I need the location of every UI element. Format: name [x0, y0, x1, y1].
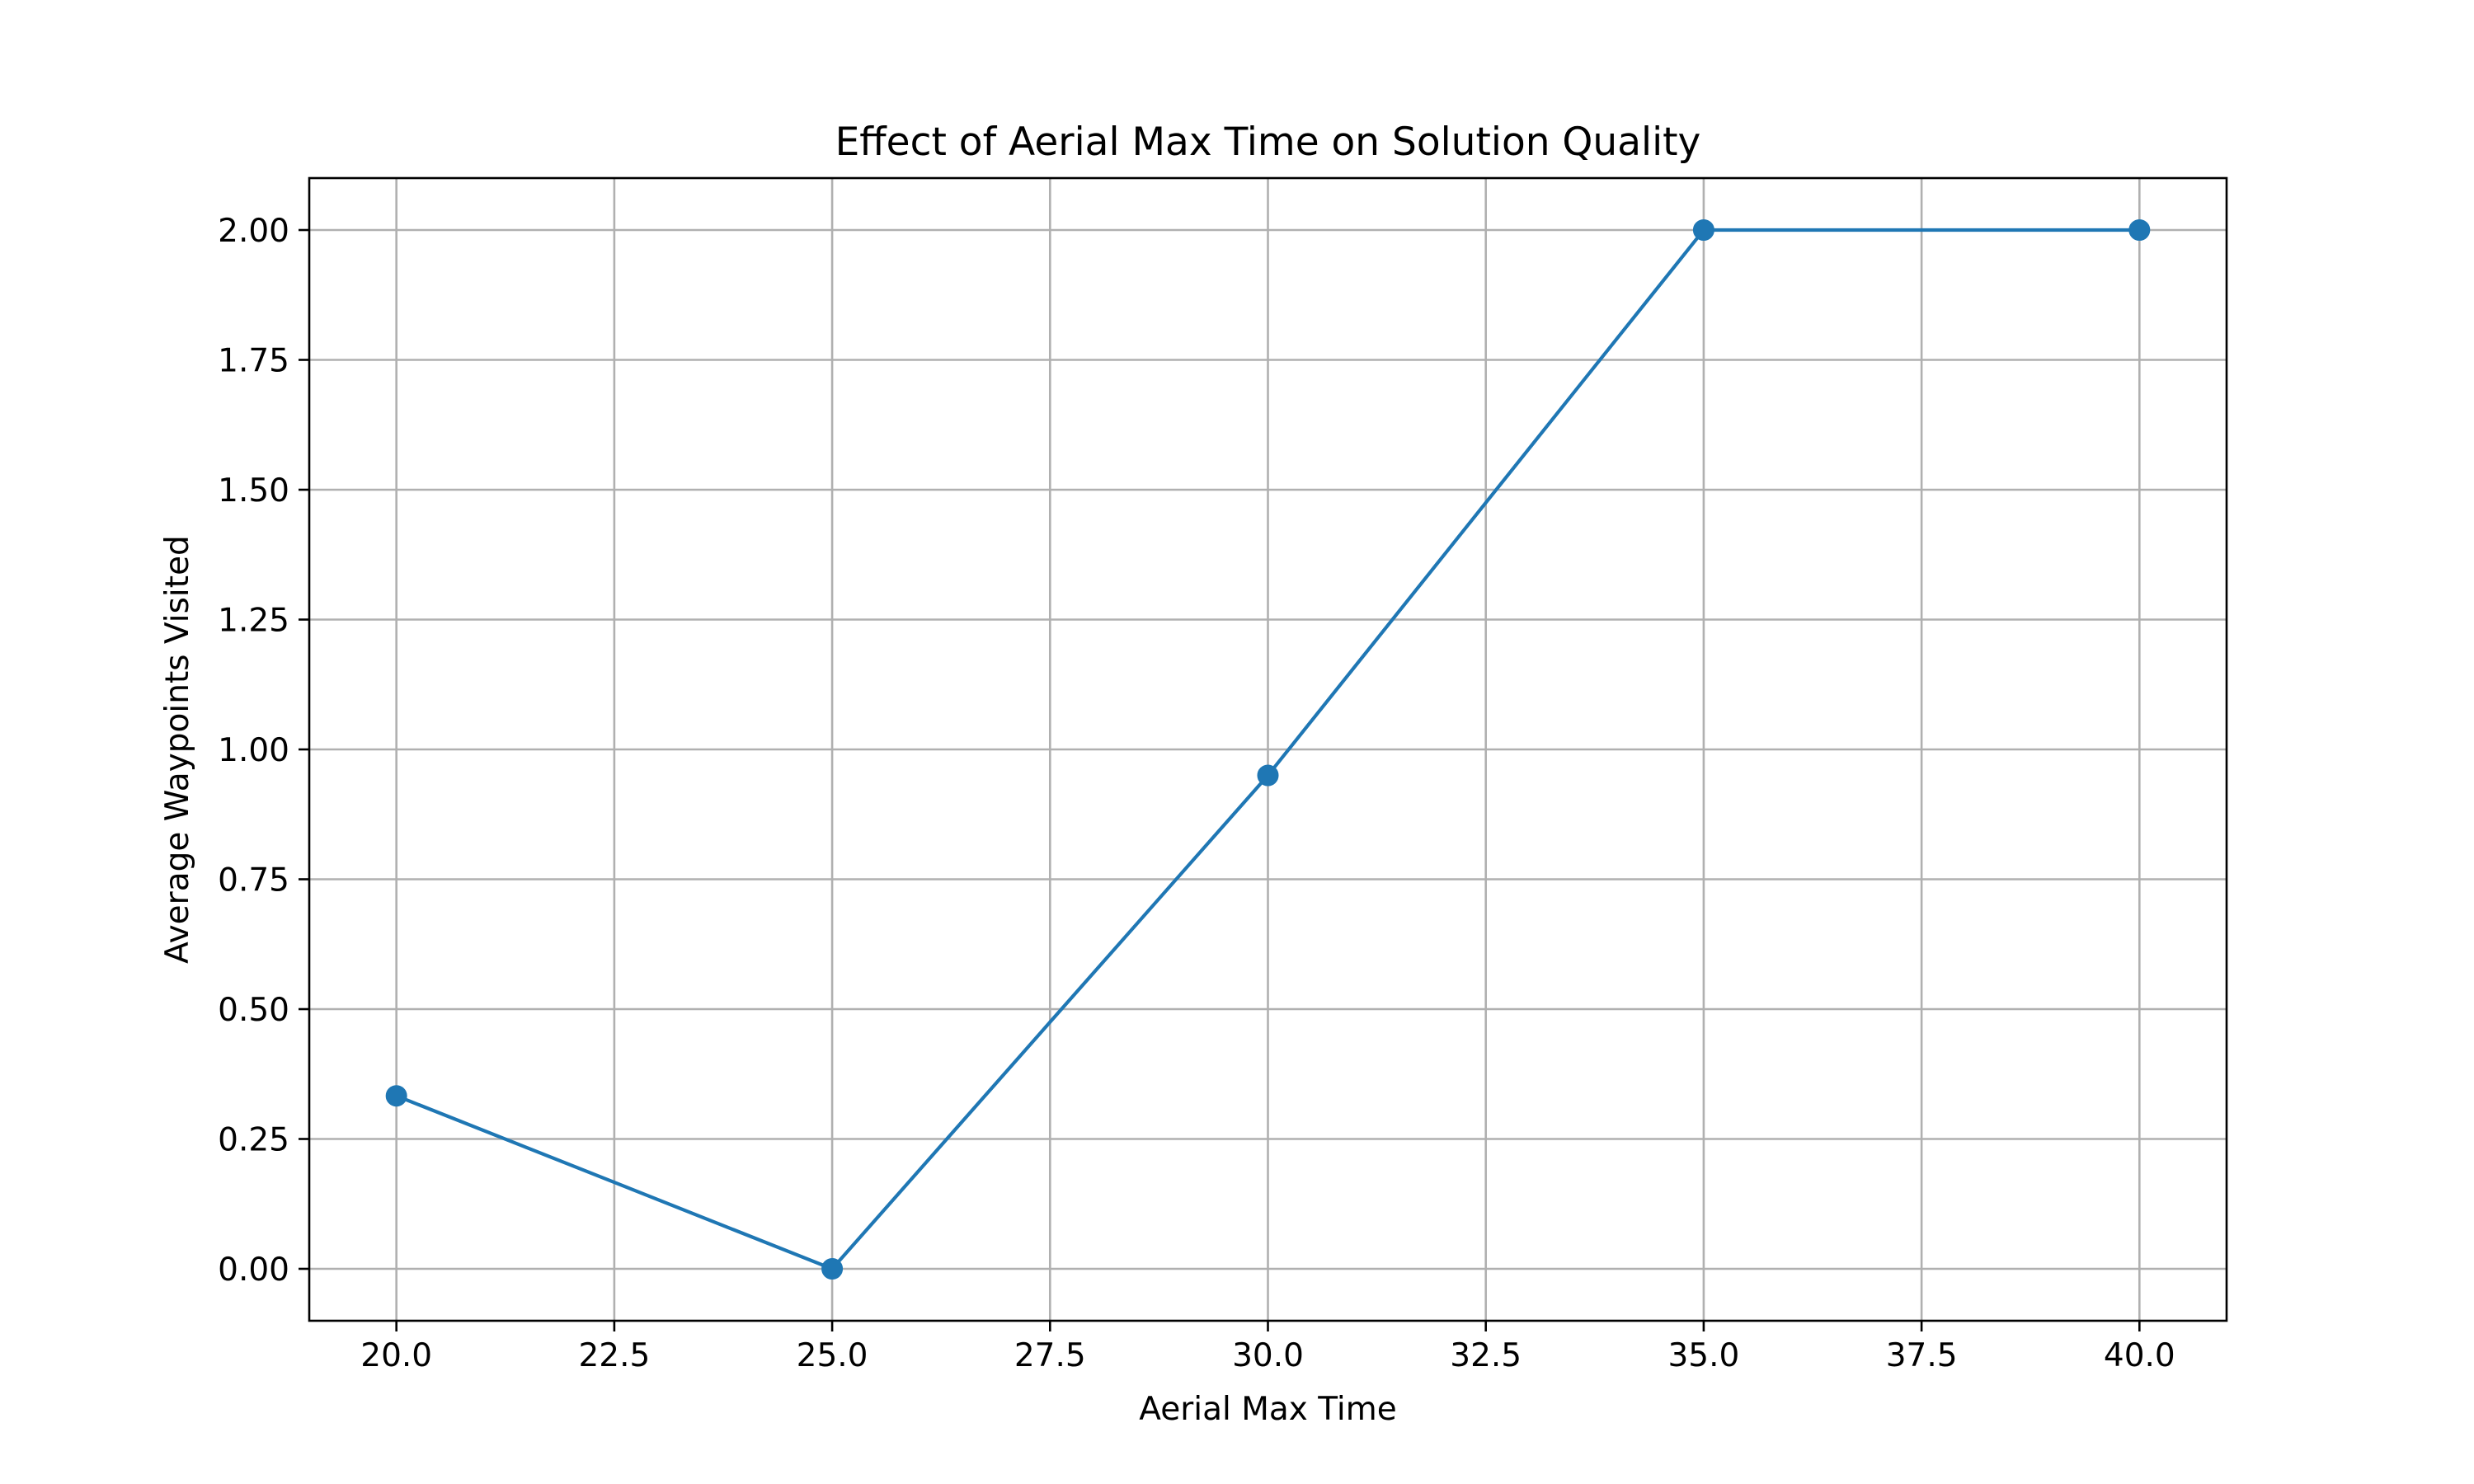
y-tick-label: 0.00 [218, 1252, 289, 1289]
y-tick-label: 1.00 [218, 732, 289, 769]
y-tick-label: 2.00 [218, 213, 289, 250]
x-tick-label: 37.5 [1886, 1337, 1958, 1374]
data-series [385, 219, 2151, 1280]
y-tick-label: 0.25 [218, 1122, 289, 1159]
x-tick-label: 30.0 [1232, 1337, 1304, 1374]
data-point [2128, 219, 2151, 241]
x-tick-label: 32.5 [1450, 1337, 1522, 1374]
data-point [821, 1258, 844, 1280]
x-tick-label: 20.0 [360, 1337, 432, 1374]
x-tick-label: 25.0 [797, 1337, 868, 1374]
x-tick-label: 27.5 [1014, 1337, 1086, 1374]
y-tick-label: 1.50 [218, 472, 289, 510]
data-point [1257, 764, 1279, 787]
y-tick-label: 1.75 [218, 343, 289, 380]
data-point [1692, 219, 1714, 241]
y-axis-label: Average Waypoints Visited [159, 535, 196, 964]
y-tick-label: 0.50 [218, 992, 289, 1029]
grid [309, 178, 2227, 1321]
x-tick-label: 22.5 [578, 1337, 650, 1374]
data-point [385, 1085, 407, 1107]
axis-ticks: 20.0 22.5 25.0 27.5 30.0 32.5 35.0 37.5 40.0 0.00… [218, 213, 2175, 1374]
x-axis-label: Aerial Max Time [1139, 1391, 1396, 1428]
x-tick-label: 35.0 [1667, 1337, 1739, 1374]
chart-title: Effect of Aerial Max Time on Solution Qu… [835, 120, 1701, 165]
y-tick-label: 0.75 [218, 862, 289, 899]
y-tick-label: 1.25 [218, 603, 289, 640]
x-tick-label: 40.0 [2104, 1337, 2175, 1374]
